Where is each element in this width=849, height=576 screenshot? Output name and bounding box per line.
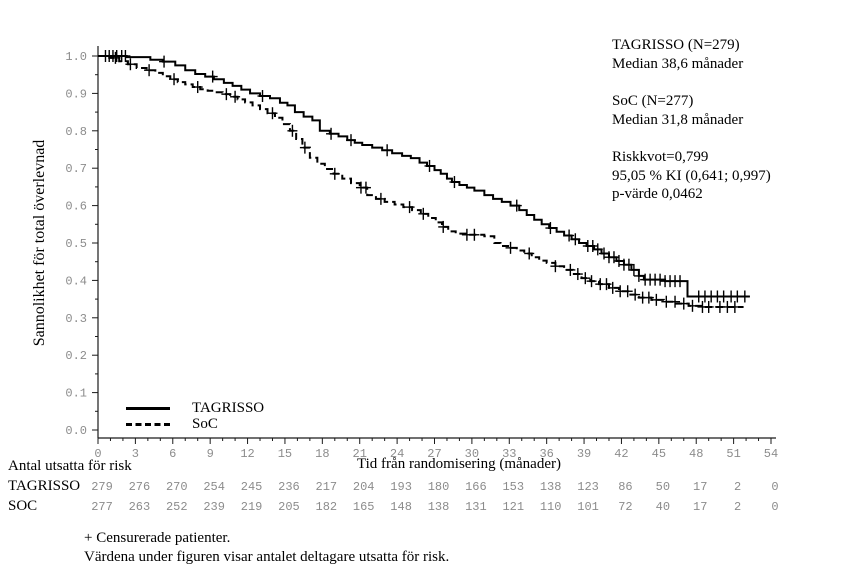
svg-text:24: 24	[390, 447, 404, 461]
svg-text:0: 0	[771, 500, 778, 514]
svg-text:0.1: 0.1	[65, 387, 87, 401]
svg-text:193: 193	[390, 480, 412, 494]
svg-text:219: 219	[241, 500, 263, 514]
solid-line-swatch	[126, 407, 170, 410]
svg-text:0: 0	[771, 480, 778, 494]
svg-text:0.6: 0.6	[65, 200, 87, 214]
svg-text:0.0: 0.0	[65, 424, 87, 438]
svg-text:0.9: 0.9	[65, 87, 87, 101]
annotation-hazard-ratio: Riskkvot=0,799	[612, 149, 709, 165]
legend-item-soc: SoC	[126, 416, 264, 432]
svg-text:239: 239	[203, 500, 225, 514]
footnotes: + Censurerade patienter. Värdena under f…	[84, 529, 449, 567]
svg-text:42: 42	[614, 447, 628, 461]
svg-text:263: 263	[129, 500, 151, 514]
svg-text:205: 205	[278, 500, 300, 514]
svg-text:279: 279	[91, 480, 113, 494]
svg-text:0.5: 0.5	[65, 237, 87, 251]
svg-text:138: 138	[540, 480, 562, 494]
risk-table-title: Antal utsatta för risk	[8, 458, 132, 474]
x-axis-label: Tid från randomisering (månader)	[357, 456, 561, 472]
svg-text:148: 148	[390, 500, 412, 514]
svg-text:110: 110	[540, 500, 562, 514]
svg-text:217: 217	[316, 480, 338, 494]
svg-text:101: 101	[577, 500, 599, 514]
svg-text:165: 165	[353, 500, 375, 514]
svg-text:0.2: 0.2	[65, 349, 87, 363]
svg-text:17: 17	[693, 500, 707, 514]
svg-text:204: 204	[353, 480, 375, 494]
legend-label-tagrisso: TAGRISSO	[192, 400, 265, 416]
svg-text:54: 54	[764, 447, 778, 461]
svg-text:48: 48	[689, 447, 703, 461]
svg-text:121: 121	[502, 500, 524, 514]
legend-item-tagrisso: TAGRISSO	[126, 400, 265, 416]
svg-text:12: 12	[240, 447, 254, 461]
svg-text:0.3: 0.3	[65, 312, 87, 326]
svg-text:252: 252	[166, 500, 188, 514]
svg-text:166: 166	[465, 480, 487, 494]
annotation-pvalue: p-värde 0,0462	[612, 186, 703, 202]
svg-text:33: 33	[502, 447, 516, 461]
svg-text:138: 138	[428, 500, 450, 514]
risk-row-label-soc: SOC	[8, 498, 38, 514]
svg-text:30: 30	[465, 447, 479, 461]
svg-text:0.4: 0.4	[65, 274, 87, 288]
footnote-censored: + Censurerade patienter.	[84, 530, 231, 546]
svg-text:2: 2	[734, 480, 741, 494]
svg-text:3: 3	[132, 447, 139, 461]
svg-text:131: 131	[465, 500, 487, 514]
svg-text:45: 45	[652, 447, 666, 461]
svg-text:153: 153	[502, 480, 524, 494]
svg-text:86: 86	[618, 480, 632, 494]
svg-text:276: 276	[129, 480, 151, 494]
y-axis-label: Sannolikhet för total överlevnad	[31, 139, 48, 347]
svg-text:40: 40	[656, 500, 670, 514]
svg-text:36: 36	[539, 447, 553, 461]
stats-annotation: TAGRISSO (N=279) Median 38,6 månader SoC…	[612, 36, 771, 204]
svg-text:17: 17	[693, 480, 707, 494]
svg-text:50: 50	[656, 480, 670, 494]
svg-text:0.8: 0.8	[65, 125, 87, 139]
risk-row-label-tagrisso: TAGRISSO	[8, 478, 81, 494]
annotation-tagrisso-n: TAGRISSO (N=279)	[612, 37, 740, 53]
svg-text:0.7: 0.7	[65, 162, 87, 176]
svg-text:254: 254	[203, 480, 225, 494]
svg-text:6: 6	[169, 447, 176, 461]
svg-text:182: 182	[316, 500, 338, 514]
footnote-risk-values: Värdena under figuren visar antalet delt…	[84, 549, 450, 565]
svg-text:51: 51	[726, 447, 740, 461]
svg-text:9: 9	[207, 447, 214, 461]
legend-label-soc: SoC	[192, 416, 218, 432]
svg-text:277: 277	[91, 500, 113, 514]
svg-text:27: 27	[427, 447, 441, 461]
svg-text:180: 180	[428, 480, 450, 494]
svg-text:236: 236	[278, 480, 300, 494]
svg-text:123: 123	[577, 480, 599, 494]
annotation-tagrisso-median: Median 38,6 månader	[612, 55, 744, 72]
svg-text:270: 270	[166, 480, 188, 494]
svg-text:72: 72	[618, 500, 632, 514]
dashed-line-swatch	[126, 423, 170, 426]
svg-text:21: 21	[353, 447, 367, 461]
annotation-soc-n: SoC (N=277)	[612, 93, 694, 109]
annotation-ci: 95,05 % KI (0,641; 0,997)	[612, 167, 771, 184]
svg-text:2: 2	[734, 500, 741, 514]
svg-text:18: 18	[315, 447, 329, 461]
annotation-soc-median: Median 31,8 månader	[612, 111, 744, 128]
legend: TAGRISSO SoC	[126, 400, 265, 433]
svg-text:0: 0	[94, 447, 101, 461]
svg-text:245: 245	[241, 480, 263, 494]
svg-text:15: 15	[278, 447, 292, 461]
svg-text:1.0: 1.0	[65, 50, 87, 64]
svg-text:39: 39	[577, 447, 591, 461]
